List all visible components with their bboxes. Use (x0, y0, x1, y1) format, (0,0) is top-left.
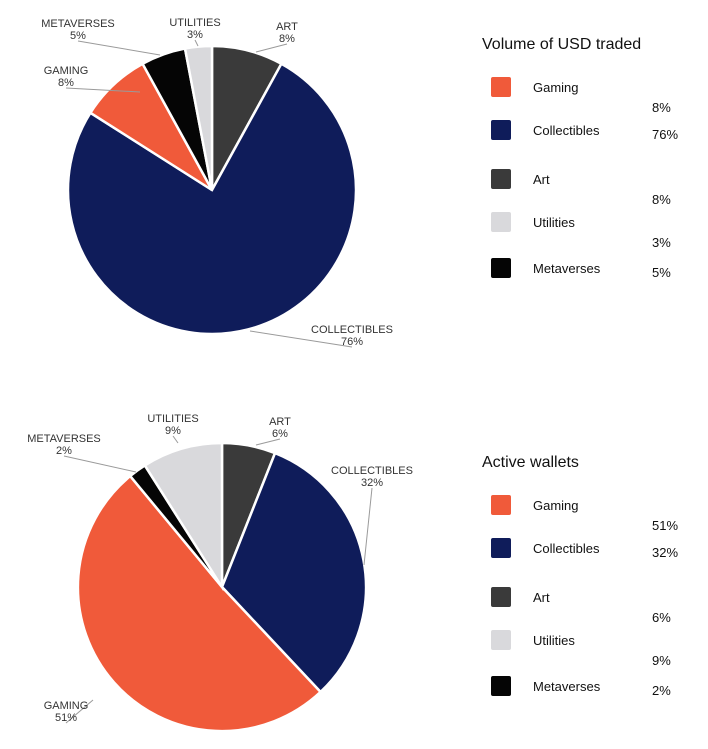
leader-line-utilities (172, 435, 179, 444)
slice-value-label-metaverses: 2% (56, 445, 72, 457)
legend-value-art: 8% (652, 192, 671, 207)
legend-label-gaming: Gaming (533, 498, 579, 513)
legend-title: Active wallets (482, 454, 579, 471)
legend-label-metaverses: Metaverses (533, 261, 601, 276)
leader-line-utilities (194, 39, 199, 47)
legend-label-utilities: Utilities (533, 215, 575, 230)
leader-line-collectibles (249, 330, 353, 348)
slice-label-collectibles: COLLECTIBLES (331, 465, 413, 477)
legend-value-utilities: 3% (652, 235, 671, 250)
slice-value-label-utilities: 3% (187, 29, 203, 41)
leader-line-metaverses (63, 455, 137, 473)
pie-slice-utilities (143, 441, 224, 592)
pie-slice-collectibles (66, 62, 358, 336)
slice-label-metaverses: METAVERSES (27, 433, 101, 445)
pie-chart-volume: GAMING8%COLLECTIBLES76%ART8%UTILITIES3%M… (41, 17, 393, 348)
slice-label-art: ART (269, 416, 291, 428)
legend-swatch-art (491, 169, 511, 189)
legend-value-art: 6% (652, 610, 671, 625)
legend-label-art: Art (533, 590, 550, 605)
pie-slice-gaming (76, 474, 323, 733)
leader-line-collectibles (363, 487, 373, 566)
slice-value-label-art: 8% (279, 33, 295, 45)
leader-line-metaverses (77, 40, 161, 56)
legend-value-utilities: 9% (652, 653, 671, 668)
legend-swatch-gaming (491, 495, 511, 515)
legend-title: Volume of USD traded (482, 36, 641, 53)
legend-volume: Volume of USD traded Gaming 8% Collectibles… (482, 36, 678, 280)
pie-slice-collectibles (220, 451, 368, 694)
slice-label-art: ART (276, 21, 298, 33)
legend-label-gaming: Gaming (533, 80, 579, 95)
slice-label-collectibles: COLLECTIBLES (311, 324, 393, 336)
legend-wallets: Active wallets Gaming 51% Collectibles 32% Ar… (482, 454, 678, 698)
legend-swatch-metaverses (491, 258, 511, 278)
slice-label-utilities: UTILITIES (169, 17, 220, 29)
legend-value-collectibles: 76% (652, 127, 678, 142)
leader-line-art (255, 43, 288, 53)
legend-swatch-collectibles (491, 120, 511, 140)
slice-label-utilities: UTILITIES (147, 413, 198, 425)
legend-value-gaming: 8% (652, 100, 671, 115)
pie-slice-utilities (183, 44, 214, 191)
leader-line-gaming (65, 87, 141, 93)
slice-value-label-gaming: 8% (58, 77, 74, 89)
slice-value-label-gaming: 51% (55, 712, 77, 724)
leader-line-art (255, 438, 281, 446)
legend-value-collectibles: 32% (652, 545, 678, 560)
legend-swatch-collectibles (491, 538, 511, 558)
legend-swatch-utilities (491, 212, 511, 232)
legend-label-utilities: Utilities (533, 633, 575, 648)
legend-swatch-art (491, 587, 511, 607)
slice-value-label-utilities: 9% (165, 425, 181, 437)
legend-value-metaverses: 2% (652, 683, 671, 698)
legend-swatch-gaming (491, 77, 511, 97)
slice-value-label-collectibles: 76% (341, 336, 363, 348)
slice-value-label-art: 6% (272, 428, 288, 440)
legend-label-collectibles: Collectibles (533, 123, 600, 138)
slice-label-metaverses: METAVERSES (41, 18, 115, 30)
slice-label-gaming: GAMING (44, 65, 89, 77)
legend-value-gaming: 51% (652, 518, 678, 533)
legend-swatch-metaverses (491, 676, 511, 696)
leader-line-gaming (65, 699, 94, 724)
legend-label-metaverses: Metaverses (533, 679, 601, 694)
legend-label-art: Art (533, 172, 550, 187)
legend-label-collectibles: Collectibles (533, 541, 600, 556)
legend-value-metaverses: 5% (652, 265, 671, 280)
slice-value-label-metaverses: 5% (70, 30, 86, 42)
slice-value-label-collectibles: 32% (361, 477, 383, 489)
legend-swatch-utilities (491, 630, 511, 650)
slice-label-gaming: GAMING (44, 700, 89, 712)
